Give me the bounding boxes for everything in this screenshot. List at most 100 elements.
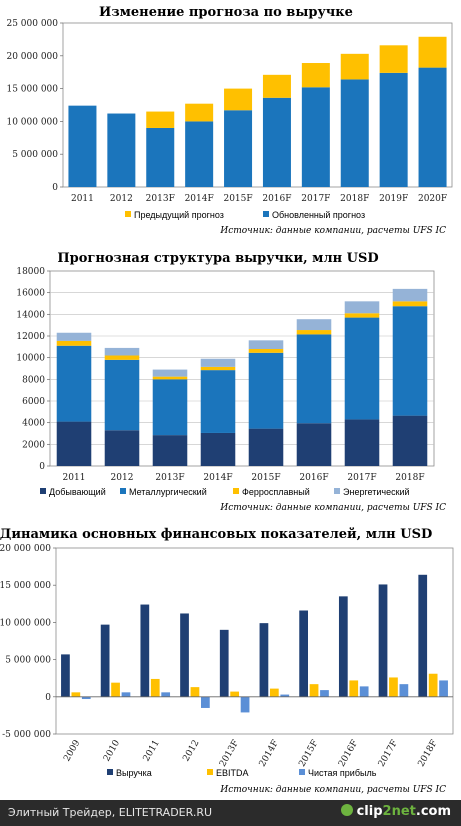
legend-swatch: [233, 488, 239, 494]
chart-title: Изменение прогноза по выручке: [99, 5, 353, 20]
bar-segment: [248, 340, 284, 349]
bar-segment: [200, 366, 236, 371]
x-tick-label: 2020F: [418, 194, 447, 204]
logo-suffix: .com: [415, 804, 451, 819]
bar-segment: [262, 97, 291, 187]
x-tick-label: 2011: [71, 194, 94, 204]
bar-segment: [344, 419, 380, 466]
clip2net-logo-icon: [340, 804, 353, 816]
y-tick-label: 15 000 000: [6, 85, 58, 95]
bar-segment: [301, 63, 330, 88]
bar-segment: [418, 36, 447, 68]
bar: [150, 678, 160, 697]
bar: [349, 680, 359, 697]
y-tick-label: 18000: [16, 267, 45, 277]
legend-swatch: [299, 769, 305, 775]
y-tick-label: 5 000 000: [12, 150, 58, 160]
chart-title: Динамика основных финансовых показателей…: [0, 527, 432, 542]
x-tick-label: 2015F: [251, 473, 280, 483]
y-tick-label: 12000: [16, 332, 45, 342]
x-tick-label: 2016F: [262, 194, 291, 204]
plot-area: [55, 547, 454, 735]
bar-segment: [200, 370, 236, 433]
bar: [121, 692, 131, 697]
source-note: Источник: данные компании, расчеты UFS I…: [219, 503, 446, 513]
bar-segment: [296, 423, 332, 466]
x-tick-label: 2016F: [337, 739, 360, 769]
bar: [100, 624, 110, 697]
bar: [418, 574, 428, 697]
bar-segment: [296, 334, 332, 424]
legend-swatch: [263, 211, 269, 217]
bar: [309, 684, 319, 697]
bar: [240, 696, 250, 713]
legend-label: Чистая прибыль: [308, 768, 377, 778]
x-tick-label: 2018F: [395, 473, 424, 483]
bar-segment: [340, 53, 369, 80]
legend-label: Ферросплавный: [242, 487, 310, 497]
y-tick-label: 8000: [22, 375, 45, 385]
y-tick-label: 25 000 000: [6, 19, 58, 29]
bar: [61, 654, 70, 697]
clip2net-logo[interactable]: clip2net.com: [340, 804, 451, 819]
bar-segment: [104, 355, 140, 360]
bar-segment: [104, 347, 140, 356]
source-note: Источник: данные компании, расчеты UFS I…: [219, 226, 446, 236]
financial-indicators-svg: Динамика основных финансовых показателей…: [0, 527, 454, 795]
bar: [428, 673, 438, 697]
bar-segment: [104, 430, 140, 466]
x-tick-label: 2014F: [185, 194, 214, 204]
bar-segment: [344, 317, 380, 420]
y-tick-label: 10000: [16, 354, 45, 364]
bar-segment: [392, 415, 428, 466]
bar: [140, 604, 150, 697]
x-tick-label: 2013F: [155, 473, 184, 483]
x-tick-label: 2018F: [340, 194, 369, 204]
y-tick-label: 0: [52, 183, 58, 193]
y-tick-label: 20 000 000: [0, 544, 51, 554]
x-tick-label: 2017F: [347, 473, 376, 483]
bar: [219, 629, 229, 697]
bar-segment: [392, 301, 428, 307]
bar: [230, 691, 240, 697]
bar-segment: [152, 379, 188, 436]
bar-segment: [185, 103, 214, 122]
x-tick-label: 2015F: [297, 739, 320, 769]
x-tick-label: 2014F: [258, 739, 281, 769]
bar-segment: [248, 349, 284, 353]
bar-segment: [392, 306, 428, 416]
bar-segment: [344, 313, 380, 318]
legend-label: Энергетический: [343, 487, 410, 497]
legend-label: Выручка: [116, 768, 152, 778]
x-tick-label: 2015F: [223, 194, 252, 204]
bar-segment: [104, 359, 140, 431]
bar-segment: [344, 301, 380, 314]
legend-label: Металлургический: [129, 487, 207, 497]
footer-source-text: Элитный Трейдер, ELITETRADER.RU: [8, 806, 213, 819]
bar-segment: [200, 358, 236, 367]
bar-segment: [224, 88, 253, 111]
x-tick-label: 2011: [63, 473, 86, 483]
revenue-structure-chart: Прогнозная структура выручки, млн USD 0 20…: [0, 246, 461, 520]
bar: [439, 680, 448, 697]
bar: [378, 584, 388, 697]
x-tick-label: 2019F: [379, 194, 408, 204]
bar-segment: [301, 87, 330, 187]
bar-segment: [146, 111, 175, 128]
bar: [111, 682, 120, 697]
bar-segment: [185, 121, 214, 187]
x-tick-label: 2012: [110, 194, 133, 204]
bar-segment: [262, 74, 291, 98]
bar: [399, 684, 409, 697]
x-tick-label: 2011: [142, 739, 162, 764]
bar-segment: [56, 340, 92, 346]
y-tick-label: 16000: [16, 289, 45, 299]
bar-segment: [56, 332, 92, 341]
bar: [71, 692, 81, 697]
legend-swatch: [107, 769, 113, 775]
legend-label: EBITDA: [216, 768, 249, 778]
bar: [201, 696, 210, 708]
y-tick-label: 0: [45, 693, 51, 703]
bar-segment: [418, 67, 447, 187]
chart-title: Прогнозная структура выручки, млн USD: [57, 251, 378, 266]
